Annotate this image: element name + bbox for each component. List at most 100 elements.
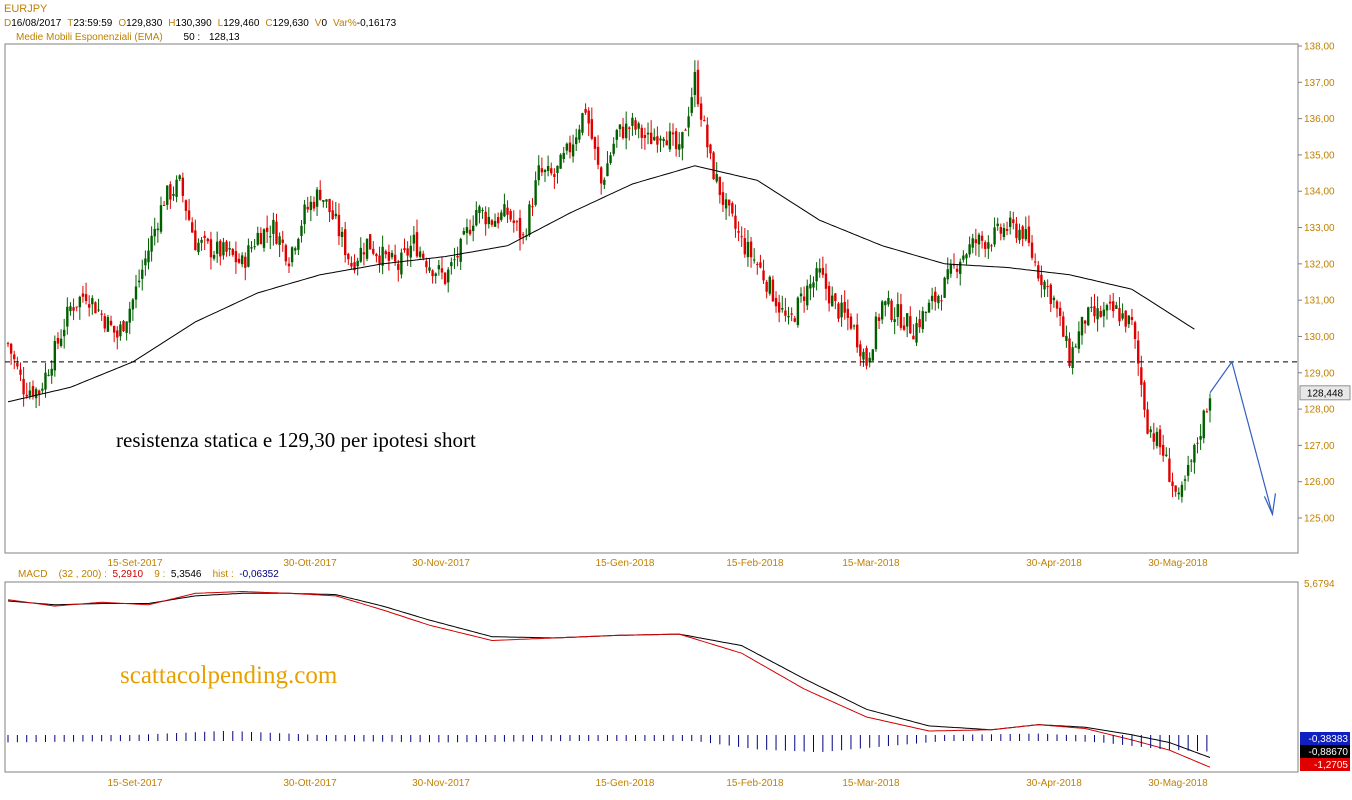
candle-body bbox=[1121, 313, 1124, 319]
candle-body bbox=[974, 239, 978, 244]
candle-body bbox=[84, 294, 88, 302]
candle-body bbox=[265, 227, 269, 232]
candle-body bbox=[228, 248, 231, 250]
candle-body bbox=[253, 246, 256, 248]
candle-body bbox=[456, 255, 459, 258]
price-tick-label: 136,00 bbox=[1304, 114, 1335, 125]
candle-body bbox=[297, 238, 300, 250]
candle-body bbox=[141, 269, 144, 279]
candle-body bbox=[240, 255, 244, 265]
candle-body bbox=[684, 129, 687, 131]
candle-body bbox=[1005, 228, 1009, 231]
candle-body bbox=[94, 302, 97, 314]
hist-value: -0,06352 bbox=[239, 569, 279, 580]
candle-body bbox=[840, 302, 843, 318]
candle-body bbox=[1080, 316, 1084, 336]
candle-body bbox=[38, 390, 41, 395]
candle-body bbox=[868, 357, 871, 363]
candle-body bbox=[599, 167, 603, 184]
candle-body bbox=[893, 319, 896, 322]
price-tick-label: 132,00 bbox=[1304, 259, 1335, 270]
candle-body bbox=[515, 221, 519, 223]
price-tick-label: 135,00 bbox=[1304, 150, 1335, 161]
candle-body bbox=[1108, 301, 1112, 304]
candle-body bbox=[703, 120, 706, 122]
candle-body bbox=[796, 297, 800, 326]
signal-value: 5,3546 bbox=[170, 569, 202, 580]
candle-body bbox=[781, 308, 784, 310]
candle-body bbox=[1208, 398, 1212, 411]
candle-body bbox=[1140, 367, 1143, 385]
candle-body bbox=[724, 199, 728, 209]
candle-body bbox=[927, 302, 931, 313]
hist-label: hist : bbox=[212, 569, 234, 580]
candle-body bbox=[187, 210, 191, 220]
date-tick-label: 30-Ott-2017 bbox=[283, 778, 337, 789]
candle-body bbox=[584, 108, 587, 113]
candle-body bbox=[715, 174, 718, 182]
candle-body bbox=[806, 285, 809, 306]
last-price-badge bbox=[1299, 385, 1351, 401]
candle-body bbox=[649, 132, 653, 145]
candle-body bbox=[1199, 436, 1202, 440]
signal-badge-label: -0,88670 bbox=[1309, 747, 1349, 758]
candle-body bbox=[1055, 301, 1059, 309]
macd-badge-label: -1,2705 bbox=[1314, 760, 1348, 771]
candle-body bbox=[200, 239, 203, 243]
candle-body bbox=[390, 252, 394, 258]
candle-body bbox=[144, 258, 147, 266]
macd-header: MACD (32 , 200) : 5,2910 9 : 5,3546 hist… bbox=[18, 569, 279, 580]
date-tick-label: 15-Gen-2018 bbox=[596, 778, 655, 789]
candle-body bbox=[887, 297, 890, 305]
macd-line bbox=[7, 590, 1211, 768]
candle-body bbox=[734, 215, 737, 229]
candle-body bbox=[378, 255, 381, 264]
candle-body bbox=[518, 217, 522, 239]
candle-body bbox=[837, 303, 840, 319]
candle-body bbox=[818, 268, 821, 273]
candle-body bbox=[571, 144, 575, 157]
candle-body bbox=[590, 119, 594, 139]
candle-body bbox=[418, 251, 422, 257]
price-tick-label: 137,00 bbox=[1304, 78, 1335, 89]
candle-body bbox=[765, 281, 768, 292]
candle-body bbox=[13, 354, 16, 360]
candle-body bbox=[109, 320, 113, 326]
candle-body bbox=[484, 211, 487, 225]
ohlc-value: -0,16173 bbox=[356, 18, 397, 29]
candle-body bbox=[578, 129, 581, 140]
candle-body bbox=[450, 262, 453, 267]
candle-body bbox=[512, 220, 515, 223]
ohlc-key: C bbox=[265, 18, 273, 29]
macd-label: MACD bbox=[18, 569, 48, 580]
candle-body bbox=[812, 282, 815, 288]
candle-body bbox=[1155, 431, 1159, 446]
candle-body bbox=[609, 155, 612, 163]
candle-body bbox=[284, 245, 288, 262]
candle-body bbox=[281, 239, 284, 243]
ema50-line bbox=[7, 165, 1195, 403]
candle-body bbox=[568, 142, 572, 153]
candle-body bbox=[859, 344, 862, 357]
candle-body bbox=[1146, 409, 1149, 434]
date-tick-label: 15-Set-2017 bbox=[107, 558, 162, 569]
candle-body bbox=[621, 126, 625, 139]
candle-body bbox=[128, 308, 131, 323]
candle-body bbox=[768, 276, 771, 294]
date-tick-label: 30-Mag-2018 bbox=[1148, 558, 1208, 569]
candle-body bbox=[1161, 444, 1165, 456]
macd-series bbox=[7, 590, 1211, 768]
candle-body bbox=[69, 306, 72, 312]
arrow-head bbox=[1263, 493, 1277, 517]
candle-body bbox=[643, 134, 647, 138]
candle-body bbox=[852, 325, 856, 327]
candle-body bbox=[137, 280, 141, 283]
candle-body bbox=[821, 267, 825, 275]
candle-body bbox=[1183, 479, 1187, 481]
candle-body bbox=[256, 232, 259, 245]
candle-body bbox=[440, 268, 444, 273]
ema-series bbox=[7, 165, 1195, 403]
candle-body bbox=[575, 137, 578, 145]
candle-body bbox=[191, 222, 194, 233]
